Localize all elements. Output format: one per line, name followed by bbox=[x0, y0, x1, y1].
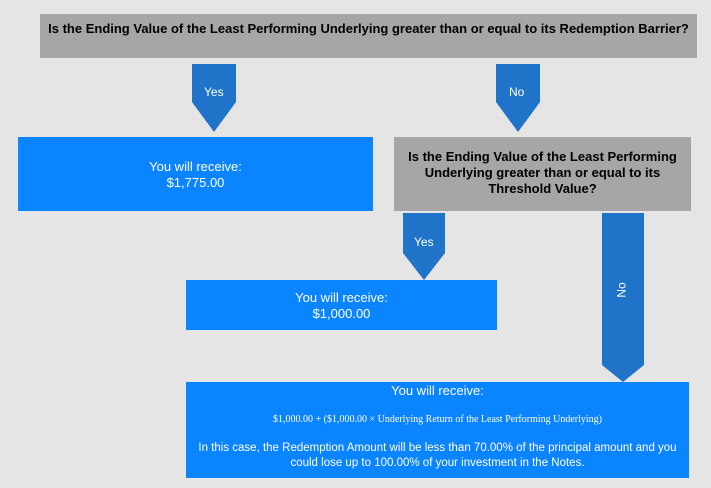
yes-arrow-1 bbox=[192, 64, 236, 132]
no-label-2: No bbox=[614, 282, 629, 298]
yes-arrow-2 bbox=[403, 213, 445, 280]
outcome-formula: $1,000.00 + ($1,000.00 × Underlying Retu… bbox=[273, 414, 602, 425]
outcome-heading: You will receive: bbox=[149, 159, 242, 174]
outcome-note: In this case, the Redemption Amount will… bbox=[198, 442, 677, 469]
yes-label-1: Yes bbox=[204, 85, 224, 99]
no-arrow-2 bbox=[602, 213, 644, 382]
outcome-box-1: You will receive: $1,775.00 bbox=[18, 137, 373, 211]
outcome-heading: You will receive: bbox=[391, 383, 484, 398]
no-arrow-1 bbox=[496, 64, 540, 132]
yes-label-2: Yes bbox=[414, 235, 434, 249]
outcome-amount: $1,000.00 bbox=[312, 306, 371, 321]
outcome-box-3: You will receive: $1,000.00 + ($1,000.00… bbox=[186, 382, 689, 478]
outcome-heading: You will receive: bbox=[295, 290, 388, 305]
question-text: Is the Ending Value of the Least Perform… bbox=[408, 149, 677, 196]
outcome-box-2: You will receive: $1,000.00 bbox=[186, 280, 497, 330]
no-label-1: No bbox=[509, 85, 525, 99]
question-threshold-value: Is the Ending Value of the Least Perform… bbox=[394, 137, 691, 211]
question-redemption-barrier: Is the Ending Value of the Least Perform… bbox=[40, 14, 697, 58]
outcome-amount: $1,775.00 bbox=[166, 175, 225, 190]
question-text: Is the Ending Value of the Least Perform… bbox=[48, 21, 689, 36]
